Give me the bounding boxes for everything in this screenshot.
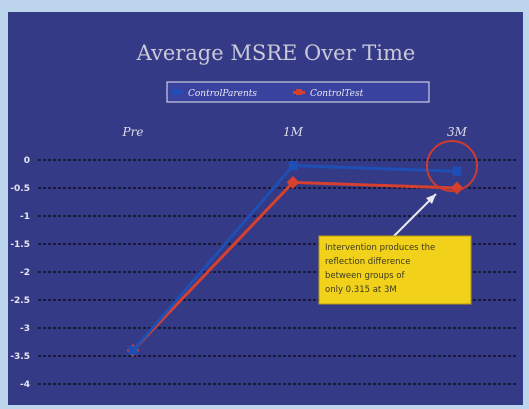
y-tick-label: -4	[20, 380, 30, 390]
y-tick-label: -2	[20, 268, 30, 278]
highlight-circle	[426, 140, 478, 192]
series-1-point	[288, 161, 298, 171]
y-tick-label: -0.5	[10, 184, 30, 194]
y-tick-label: -1.5	[10, 240, 30, 250]
y-tick-label: -3.5	[10, 352, 30, 362]
y-tick-label: -3	[20, 324, 30, 334]
series-1-point	[452, 166, 462, 176]
callout-text-line: only 0.315 at 3M	[325, 285, 397, 295]
x-category-label: Pre	[122, 125, 144, 139]
series-1-point	[128, 345, 138, 355]
x-category-label: 3M	[447, 125, 468, 139]
x-axis-categories: Pre 1M 3M	[122, 125, 468, 139]
callout-text-line: Intervention produces the	[325, 243, 435, 253]
callout-text-line: between groups of	[325, 271, 405, 281]
annotation-layer: Intervention produces the reflection diff…	[318, 140, 478, 305]
callout-arrow	[391, 193, 437, 239]
callout-text-line: reflection difference	[325, 257, 410, 267]
series-2-point	[286, 176, 300, 189]
y-tick-label: -1	[20, 212, 30, 222]
chart-legend: ControlParents ControlTest	[166, 81, 430, 103]
y-axis-ticks: 0 -0.5 -1 -1.5 -2 -2.5 -3 -3.5 -4	[10, 156, 30, 390]
legend-marker-2	[296, 89, 302, 95]
chart-background	[8, 12, 523, 405]
y-tick-label: -2.5	[10, 296, 30, 306]
callout-box	[318, 235, 472, 305]
legend-marker-1	[174, 89, 180, 95]
x-category-label: 1M	[283, 125, 304, 139]
y-tick-label: 0	[24, 156, 30, 166]
legend-label-2: ControlTest	[310, 89, 364, 99]
chart-title: Average MSRE Over Time	[136, 41, 416, 65]
callout-arrowhead	[426, 194, 436, 204]
legend-label-1: ControlParents	[188, 89, 257, 99]
